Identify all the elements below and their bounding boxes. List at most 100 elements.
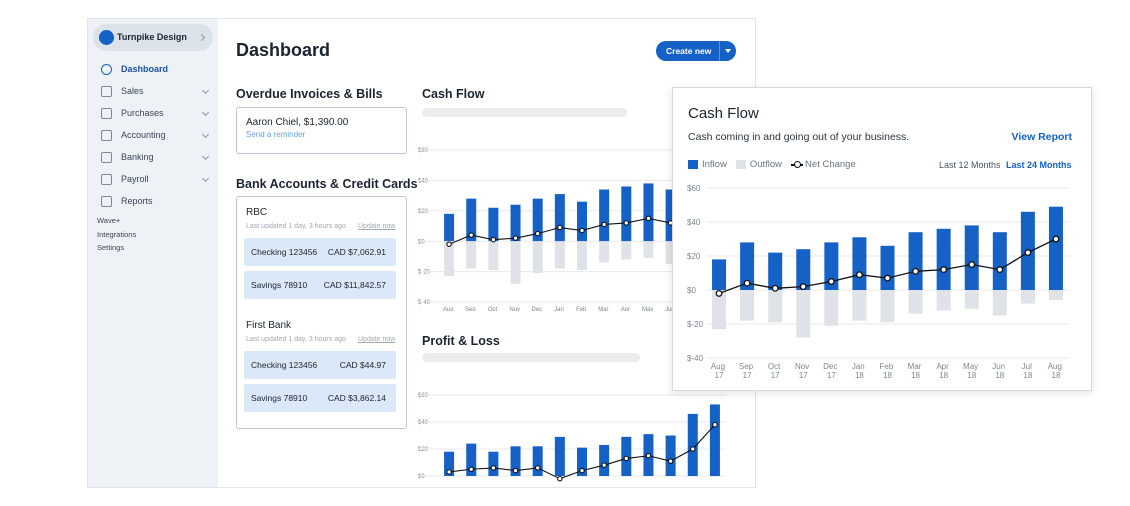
button-label: Create new (666, 46, 712, 56)
range-option[interactable]: Last 12 Months (939, 160, 1001, 170)
account-balance: CAD $7,062.91 (327, 247, 386, 257)
nav-label: Banking (121, 152, 154, 162)
nav-item[interactable]: Purchases (88, 106, 218, 122)
net-point (743, 279, 751, 287)
nav-item[interactable]: Dashboard (88, 62, 218, 78)
bar (964, 225, 979, 290)
bar (712, 290, 727, 330)
x-tick-label: Apr 18 (621, 307, 632, 311)
bar (852, 237, 867, 290)
net-point (446, 469, 452, 475)
y-tick-label: $-40 (687, 354, 704, 363)
bar (444, 451, 455, 476)
account-row[interactable]: Checking 123456 CAD $7,062.91 (244, 238, 396, 266)
update-link[interactable]: Update now (358, 223, 396, 230)
bar (577, 201, 587, 242)
account-name: Checking 123456 (251, 247, 318, 257)
y-tick-label: $40 (687, 218, 701, 227)
nav-item[interactable]: Accounting (88, 128, 218, 144)
bar (796, 290, 811, 338)
bar (599, 241, 610, 263)
nav-icon (101, 86, 112, 97)
net-point (579, 227, 585, 234)
view-report[interactable]: View Report (1011, 131, 1073, 143)
nav-icon (101, 130, 112, 141)
nav-icon (101, 64, 112, 75)
nav-icon (101, 152, 112, 163)
nav-label: Dashboard (121, 64, 169, 74)
nav-link[interactable]: Wave+ (97, 216, 121, 225)
account-row[interactable]: Savings 78910 CAD $11,842.57 (244, 271, 396, 299)
bar (1048, 290, 1063, 301)
x-tick-label: Dec 17 (532, 307, 544, 311)
account-name: Savings 78910 (251, 280, 308, 290)
x-tick-label: Mar 18 (908, 362, 924, 380)
divider (719, 41, 720, 61)
net-point (715, 289, 723, 297)
range-option[interactable]: Last 24 Months (1006, 160, 1072, 170)
y-tick-label: $20 (418, 209, 429, 215)
bar (880, 245, 895, 290)
nav-item[interactable]: Banking (88, 150, 218, 166)
y-tick-label: $-40 (418, 300, 431, 306)
net-point (601, 221, 607, 228)
account-row[interactable]: Checking 123456 CAD $44.97 (244, 351, 396, 379)
y-tick-label: $60 (418, 393, 429, 399)
y-tick-label: $40 (418, 420, 429, 426)
caret (725, 49, 731, 53)
x-tick-label: Jul 18 (1022, 362, 1034, 380)
net-point (1052, 235, 1060, 243)
net-point (968, 261, 976, 268)
bar (510, 241, 521, 284)
net-point (799, 283, 807, 291)
y-tick-label: $60 (418, 148, 429, 154)
bar (532, 241, 543, 274)
net-point (512, 235, 519, 241)
business-switcher[interactable]: Turnpike Design (93, 24, 213, 51)
legend-label: Inflow (702, 159, 727, 170)
nav-item[interactable]: Reports (88, 194, 218, 210)
bar (740, 242, 755, 290)
x-tick-label: Jan 18 (554, 307, 565, 311)
account-balance: CAD $11,842.57 (323, 280, 386, 290)
net-point (623, 455, 630, 462)
bar (599, 189, 610, 242)
reminder-link[interactable]: Send a reminder (246, 130, 306, 139)
bar (709, 404, 720, 476)
popup-subtitle: Cash coming in and going out of your bus… (688, 131, 910, 143)
legend-dot (794, 161, 802, 168)
popup-title: Cash Flow (688, 105, 759, 122)
nav-label: Purchases (121, 108, 164, 118)
bar (880, 290, 895, 323)
bar (712, 259, 727, 290)
nav-item[interactable]: Sales (88, 84, 218, 100)
create-button[interactable]: Create new (656, 41, 736, 61)
y-tick-label: $20 (687, 252, 701, 261)
nav-icon (101, 108, 112, 119)
bar (510, 446, 521, 476)
bar (488, 207, 499, 242)
chevron (201, 152, 210, 161)
x-tick-label: Oct 17 (768, 362, 783, 380)
sidebar: Turnpike Design Dashboard Sales Purchases A… (88, 19, 218, 487)
nav-item[interactable]: Payroll (88, 172, 218, 188)
y-tick-label: $60 (687, 184, 701, 193)
net-point (690, 446, 696, 452)
section-title: Bank Accounts & Credit Cards (236, 177, 418, 191)
update-link[interactable]: Update now (358, 336, 396, 343)
x-tick-label: May 18 (963, 362, 980, 380)
bar (554, 436, 565, 476)
bar (964, 290, 979, 309)
nav-link[interactable]: Integrations (97, 229, 137, 239)
net-point (601, 462, 607, 468)
y-tick-label: $40 (418, 179, 429, 185)
section-title: Overdue Invoices & Bills (236, 87, 383, 101)
chevron (197, 33, 206, 42)
invoice-text: Aaron Chiel, $1,390.00 (246, 117, 349, 128)
x-tick-label: Dec 17 (823, 362, 839, 380)
nav-link[interactable]: Settings (97, 243, 125, 252)
net-point (645, 215, 652, 222)
nav-label: Sales (121, 86, 144, 96)
account-row[interactable]: Savings 78910 CAD $3,862.14 (244, 384, 396, 412)
cash-flow-popup: Cash Flow Cash coming in and going out o… (672, 87, 1092, 391)
